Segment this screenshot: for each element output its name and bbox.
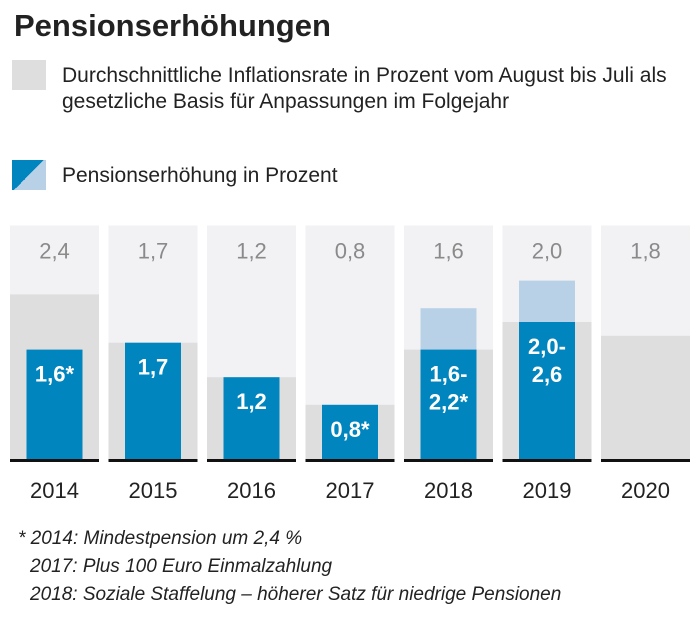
legend-label-inflation: Durchschnittliche Inflationsrate in Proz…	[62, 64, 667, 113]
increase-bar	[223, 377, 280, 460]
increase-label: 1,6*	[35, 362, 75, 387]
inflation-label: 2,4	[39, 238, 70, 263]
baseline	[305, 459, 395, 462]
inflation-bar	[601, 335, 690, 460]
increase-bar	[420, 349, 477, 460]
year-label: 2019	[523, 478, 572, 503]
baseline	[502, 459, 592, 462]
chart-title: Pensionserhöhungen	[14, 8, 331, 43]
baseline	[108, 459, 198, 462]
baseline	[404, 459, 493, 462]
year-label: 2018	[424, 478, 473, 503]
legend-swatch-increase	[12, 160, 46, 190]
footnote-3: 2018: Soziale Staffelung – höherer Satz …	[30, 584, 562, 605]
baseline	[601, 459, 690, 462]
increase-label: 1,6-	[430, 362, 468, 387]
inflation-label: 1,2	[236, 238, 267, 263]
inflation-label: 2,0	[532, 238, 563, 263]
year-label: 2014	[30, 478, 79, 503]
year-label: 2020	[621, 478, 670, 503]
year-label: 2016	[227, 478, 276, 503]
footnote-1: * 2014: Mindestpension um 2,4 %	[18, 528, 303, 549]
legend-label-increase: Pensionserhöhung in Prozent	[62, 164, 338, 187]
baseline	[10, 459, 99, 462]
footnote-2: 2017: Plus 100 Euro Einmalzahlung	[30, 556, 333, 577]
increase-label: 2,2*	[429, 390, 469, 415]
inflation-label: 1,6	[433, 238, 464, 263]
increase-bar	[519, 322, 575, 460]
increase-bar	[322, 404, 378, 460]
increase-label: 1,2	[236, 389, 267, 414]
increase-bar	[125, 342, 181, 460]
year-label: 2017	[326, 478, 375, 503]
inflation-label: 1,8	[630, 238, 661, 263]
year-label: 2015	[129, 478, 178, 503]
legend-swatch-inflation	[12, 60, 46, 90]
inflation-label: 0,8	[335, 238, 366, 263]
increase-label: 2,0-	[528, 334, 566, 359]
increase-label: 1,7	[138, 355, 169, 380]
inflation-label: 1,7	[138, 238, 169, 263]
increase-label: 2,6	[532, 362, 563, 387]
increase-label: 0,8*	[330, 417, 370, 442]
baseline	[207, 459, 296, 462]
increase-bar	[26, 349, 83, 460]
